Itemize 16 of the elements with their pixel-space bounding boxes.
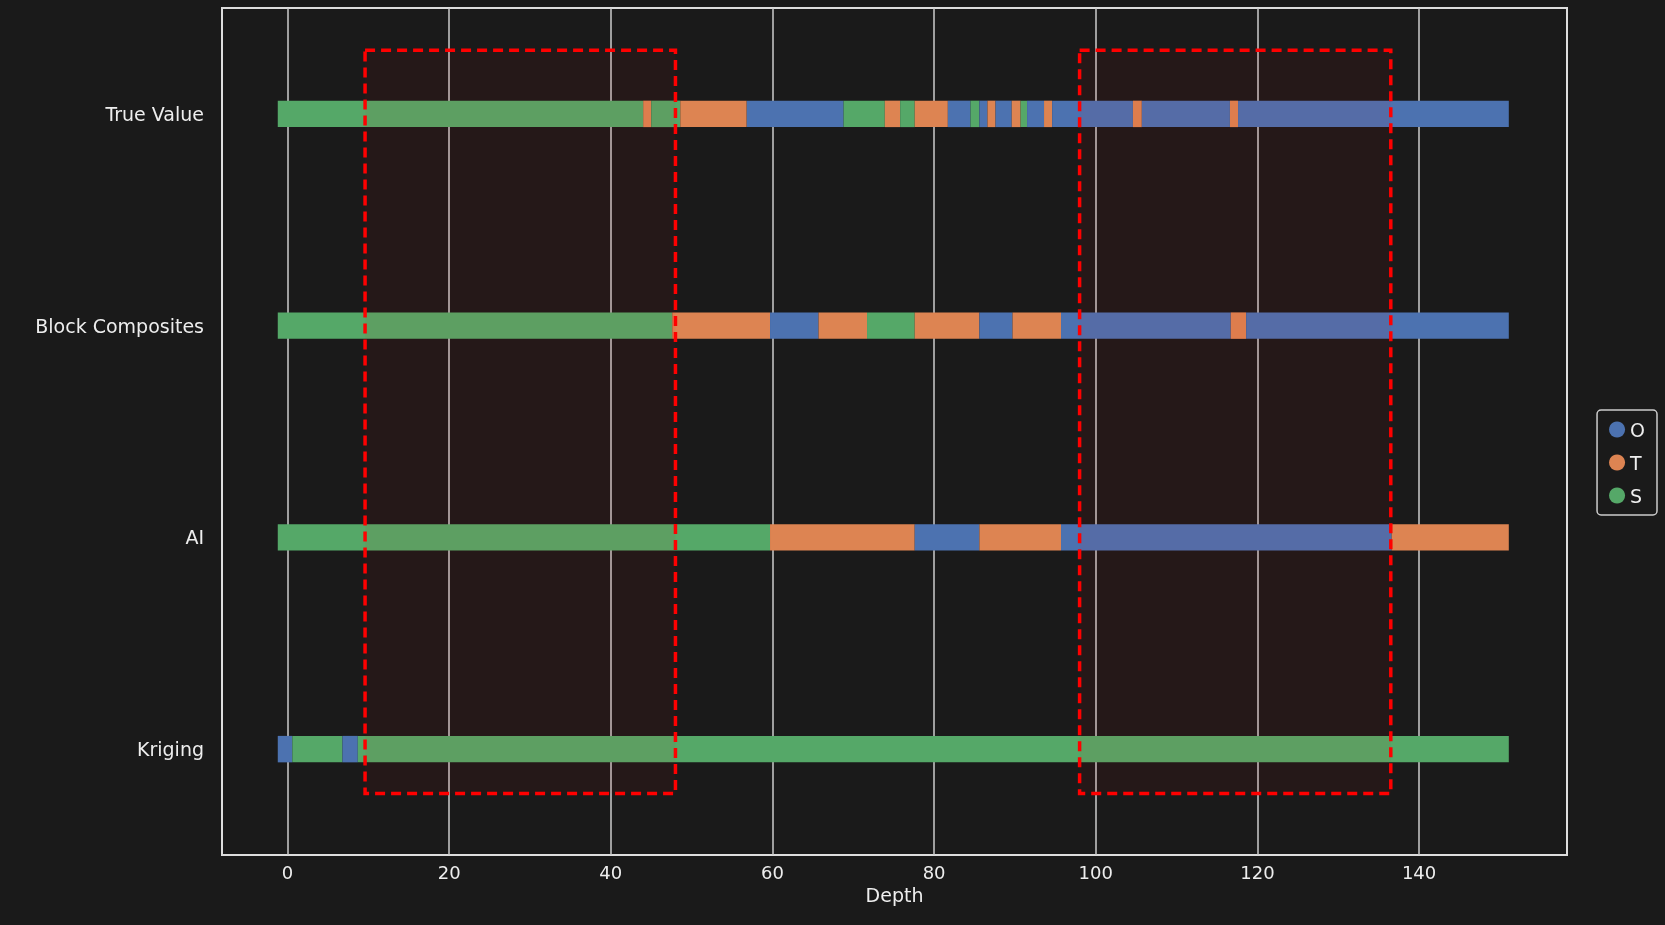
x-tick-label: 80 [922, 861, 946, 883]
y-tick-label: Kriging [137, 738, 204, 761]
legend-label: O [1630, 418, 1646, 441]
legend-label: T [1629, 451, 1643, 474]
y-tick-label: AI [185, 526, 204, 549]
y-tick-label: True Value [104, 102, 204, 125]
x-tick-label: 40 [599, 861, 623, 883]
x-tick-label: 20 [437, 861, 461, 883]
x-axis-title: Depth [865, 884, 924, 907]
legend-label: S [1630, 484, 1643, 507]
x-tick-label: 120 [1240, 861, 1275, 883]
x-tick-label: 100 [1078, 861, 1113, 883]
x-tick-label: 0 [281, 861, 294, 883]
y-tick-label: Block Composites [35, 314, 204, 337]
x-tick-label: 60 [760, 861, 784, 883]
x-tick-label: 140 [1401, 861, 1437, 883]
